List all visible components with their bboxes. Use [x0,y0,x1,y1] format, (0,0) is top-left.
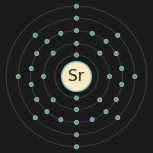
Circle shape [90,118,94,122]
Circle shape [74,16,79,20]
Circle shape [35,97,39,102]
Circle shape [45,110,49,114]
Circle shape [74,133,79,137]
Circle shape [104,39,108,43]
Circle shape [74,41,79,46]
Circle shape [98,98,102,102]
Circle shape [62,62,91,91]
Circle shape [33,33,37,37]
Circle shape [98,51,102,55]
Circle shape [90,31,94,35]
Circle shape [59,31,63,35]
Circle shape [29,82,33,87]
Circle shape [74,96,79,100]
Circle shape [114,51,118,56]
Circle shape [41,74,46,79]
Text: Sr: Sr [68,69,85,84]
Circle shape [51,98,55,102]
Circle shape [133,74,137,79]
Circle shape [104,110,108,114]
Circle shape [116,33,120,37]
Circle shape [74,107,79,112]
Circle shape [107,74,112,79]
Circle shape [116,116,120,120]
Circle shape [114,97,118,102]
Circle shape [74,4,79,8]
Circle shape [74,145,79,149]
Circle shape [74,120,79,125]
Circle shape [29,66,33,71]
Circle shape [59,118,63,122]
Circle shape [33,116,37,120]
Circle shape [74,28,79,33]
Circle shape [120,66,124,71]
Circle shape [45,39,49,43]
Circle shape [120,82,124,87]
Circle shape [35,51,39,56]
Circle shape [74,53,79,57]
Circle shape [16,74,20,79]
Circle shape [51,51,55,55]
